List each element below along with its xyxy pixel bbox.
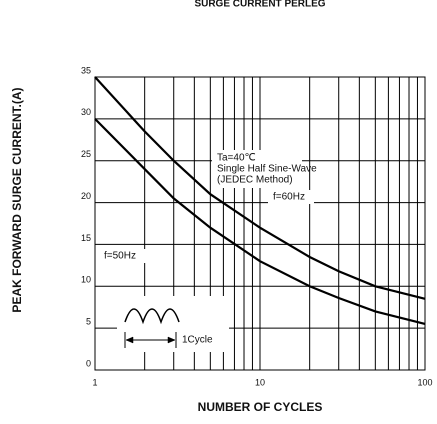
y-tick-label: 10 — [81, 275, 91, 285]
chart-title: SURGE CURRENT PERLEG — [194, 0, 325, 10]
label-background — [117, 296, 229, 352]
arrow-head — [125, 336, 176, 344]
y-tick-label: 5 — [86, 317, 91, 327]
annotation: 1Cycle — [182, 335, 213, 346]
x-tick-label: 1 — [92, 377, 97, 387]
x-axis-label: NUMBER OF CYCLES — [198, 400, 323, 414]
y-axis-label: PEAK FORWARD SURGE CURRENT.(A) — [10, 87, 24, 312]
sine-wave — [124, 308, 180, 325]
series-label: f=60Hz — [273, 192, 305, 203]
series-line — [94, 118, 426, 326]
cycle-diagram — [124, 308, 180, 348]
annotation: (JEDEC Method) — [217, 175, 293, 186]
x-tick-label: 100 — [417, 377, 432, 387]
series-label: f=50Hz — [104, 251, 136, 262]
y-tick-label: 20 — [81, 191, 91, 201]
annotation: Single Half Sine-Wave — [217, 164, 317, 175]
y-tick-label: 30 — [81, 107, 91, 117]
y-tick-label: 35 — [81, 65, 91, 75]
label-background — [268, 190, 314, 204]
annotation: Ta=40℃ — [217, 153, 256, 164]
y-tick-label: 25 — [81, 149, 91, 159]
label-background — [100, 249, 146, 263]
y-tick-label: 0 — [86, 358, 91, 368]
series-line — [94, 76, 426, 300]
annotation-backgrounds — [100, 150, 314, 352]
y-tick-label: 15 — [81, 233, 91, 243]
plot-frame — [94, 76, 426, 371]
x-tick-label: 10 — [255, 377, 265, 387]
label-background — [212, 150, 302, 188]
